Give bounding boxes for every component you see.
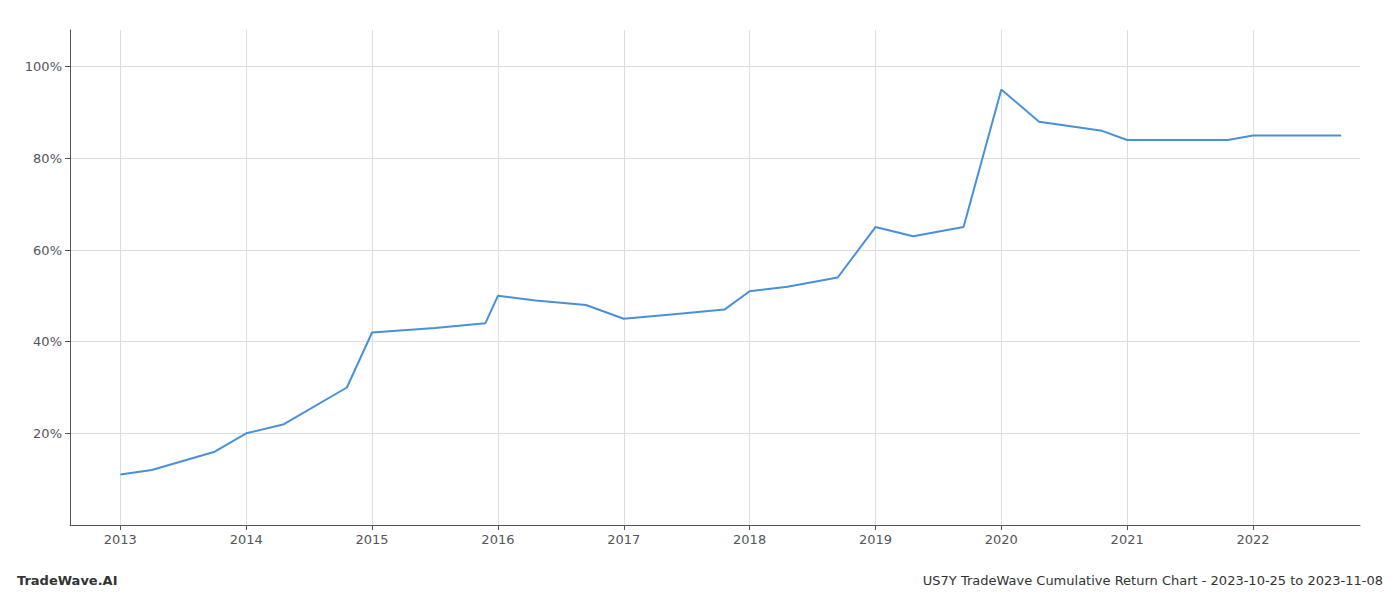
svg-text:2022: 2022 [1236, 532, 1269, 547]
svg-text:2017: 2017 [607, 532, 640, 547]
svg-text:2018: 2018 [733, 532, 766, 547]
svg-text:60%: 60% [33, 243, 62, 258]
svg-text:40%: 40% [33, 334, 62, 349]
svg-text:2016: 2016 [481, 532, 514, 547]
svg-text:2013: 2013 [104, 532, 137, 547]
svg-text:20%: 20% [33, 426, 62, 441]
svg-text:100%: 100% [25, 59, 62, 74]
svg-text:2014: 2014 [230, 532, 263, 547]
svg-text:US7Y TradeWave Cumulative Retu: US7Y TradeWave Cumulative Return Chart -… [923, 573, 1383, 588]
svg-text:2015: 2015 [356, 532, 389, 547]
svg-text:80%: 80% [33, 151, 62, 166]
svg-text:2021: 2021 [1111, 532, 1144, 547]
svg-text:TradeWave.AI: TradeWave.AI [17, 573, 118, 588]
svg-text:2020: 2020 [985, 532, 1018, 547]
svg-text:2019: 2019 [859, 532, 892, 547]
